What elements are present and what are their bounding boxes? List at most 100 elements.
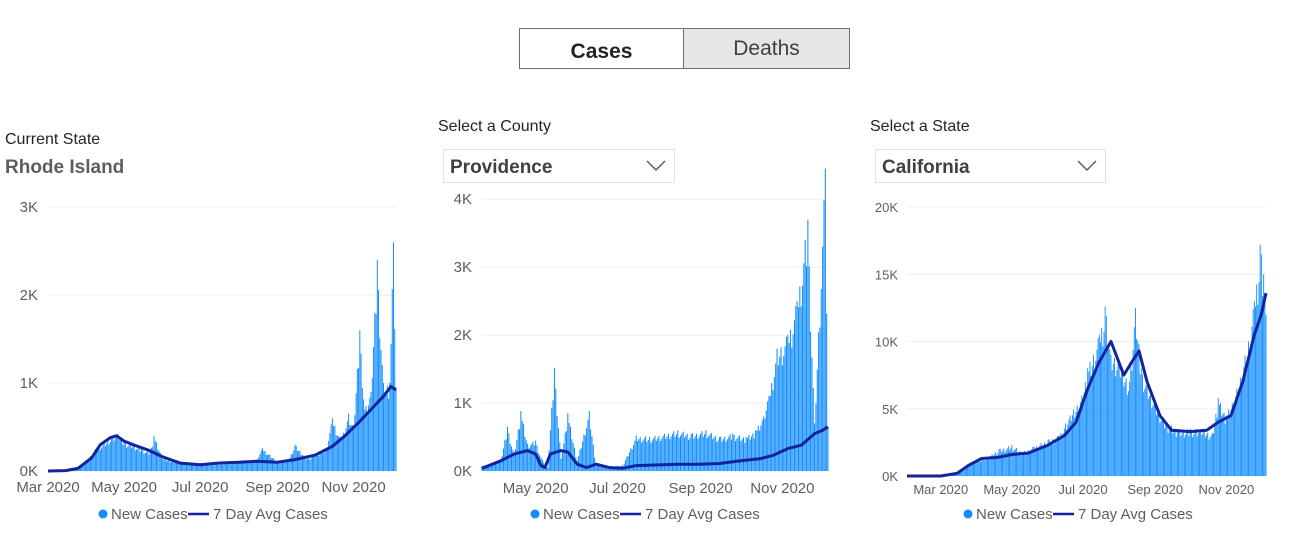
new-cases-bar	[985, 459, 987, 476]
new-cases-bar	[742, 437, 745, 471]
y-tick-label: 0K	[454, 463, 472, 480]
new-cases-bar	[1145, 385, 1147, 476]
new-cases-bar	[1132, 349, 1134, 476]
new-cases-bar	[650, 442, 652, 471]
new-cases-bar	[1239, 377, 1241, 476]
new-cases-bar	[579, 449, 581, 471]
new-cases-bar	[329, 432, 331, 471]
new-cases-bar	[1011, 445, 1013, 476]
new-cases-bar	[1258, 282, 1260, 476]
new-cases-bar	[1150, 393, 1152, 476]
new-cases-bar	[791, 347, 793, 471]
new-cases-bar	[971, 464, 973, 476]
new-cases-bar	[1047, 439, 1049, 476]
new-cases-bar	[777, 365, 779, 471]
new-cases-bar	[359, 330, 361, 471]
new-cases-bar	[1236, 388, 1238, 476]
new-cases-bar	[811, 357, 813, 471]
new-cases-bar	[792, 334, 794, 471]
new-cases-bar	[169, 462, 171, 471]
new-cases-bar	[670, 436, 672, 471]
cases-button[interactable]: Cases	[519, 28, 684, 69]
new-cases-bar	[351, 425, 353, 471]
new-cases-bar	[1046, 444, 1048, 476]
new-cases-bar	[748, 435, 750, 471]
new-cases-bar	[1174, 429, 1176, 476]
new-cases-bar	[233, 462, 235, 471]
new-cases-bar	[801, 285, 804, 471]
new-cases-bar	[328, 440, 330, 471]
new-cases-bar	[106, 443, 108, 471]
new-cases-bar	[1169, 427, 1171, 476]
new-cases-bar	[195, 465, 197, 471]
new-cases-bar	[720, 436, 722, 471]
new-cases-bar	[1137, 340, 1139, 476]
new-cases-bar	[354, 415, 356, 471]
state-dropdown[interactable]: California	[875, 149, 1106, 183]
new-cases-bar	[1262, 296, 1263, 476]
new-cases-bar	[323, 453, 325, 471]
new-cases-bar	[1211, 432, 1213, 476]
new-cases-bar	[996, 455, 998, 476]
new-cases-bar	[83, 463, 85, 471]
new-cases-bar	[1018, 451, 1020, 476]
new-cases-bar	[1006, 448, 1008, 476]
new-cases-bar	[81, 464, 83, 471]
new-cases-bar	[1055, 438, 1057, 476]
legend-new-cases-label: New Cases	[111, 506, 188, 523]
new-cases-bar	[807, 219, 809, 471]
new-cases-bar	[1032, 446, 1034, 476]
new-cases-bar	[1251, 326, 1253, 476]
new-cases-bar	[275, 461, 277, 471]
new-cases-bar	[1049, 444, 1051, 476]
new-cases-bar	[122, 444, 124, 471]
new-cases-bar	[318, 455, 320, 471]
new-cases-bar	[747, 438, 749, 471]
new-cases-bar	[968, 466, 970, 476]
new-cases-bar	[531, 443, 533, 471]
new-cases-bar	[710, 432, 712, 471]
new-cases-bar	[749, 439, 751, 471]
new-cases-bar	[524, 436, 526, 471]
new-cases-bar	[133, 446, 135, 471]
new-cases-bar	[1090, 375, 1092, 476]
deaths-button[interactable]: Deaths	[684, 28, 850, 69]
new-cases-bar	[978, 459, 980, 476]
county-dropdown[interactable]: Providence	[443, 149, 675, 183]
new-cases-bar	[1158, 410, 1160, 476]
new-cases-bar	[1069, 415, 1071, 476]
new-cases-bar	[963, 468, 965, 476]
new-cases-bar	[970, 463, 972, 476]
new-cases-bar	[127, 446, 129, 471]
new-cases-bar	[563, 443, 565, 471]
new-cases-bar	[666, 436, 668, 471]
new-cases-bar	[1148, 395, 1150, 476]
new-cases-bar	[1028, 453, 1030, 476]
new-cases-bar	[569, 426, 572, 471]
new-cases-bar	[1005, 450, 1007, 476]
new-cases-bar	[1037, 450, 1038, 476]
state-dropdown-value: California	[882, 157, 970, 178]
new-cases-bar	[1228, 409, 1230, 476]
new-cases-bar	[139, 451, 141, 471]
new-cases-bar	[113, 440, 115, 471]
new-cases-bar	[1204, 437, 1206, 476]
new-cases-bar	[1155, 415, 1157, 476]
new-cases-bar	[560, 458, 562, 471]
new-cases-bar	[1263, 274, 1265, 476]
new-cases-bar	[1039, 445, 1041, 476]
new-cases-bar	[733, 435, 735, 471]
new-cases-bar	[1265, 314, 1267, 476]
seven-day-avg-line	[907, 292, 1268, 478]
new-cases-bar	[1131, 370, 1133, 476]
new-cases-bar	[349, 425, 351, 471]
new-cases-bar	[1045, 447, 1047, 476]
new-cases-bar	[124, 443, 126, 471]
new-cases-bar	[493, 464, 495, 471]
new-cases-bar	[1056, 436, 1058, 476]
new-cases-bar	[210, 464, 212, 471]
new-cases-bar	[315, 455, 317, 471]
new-cases-bar	[823, 200, 825, 471]
new-cases-bar	[1196, 435, 1198, 476]
new-cases-bar	[661, 438, 663, 471]
